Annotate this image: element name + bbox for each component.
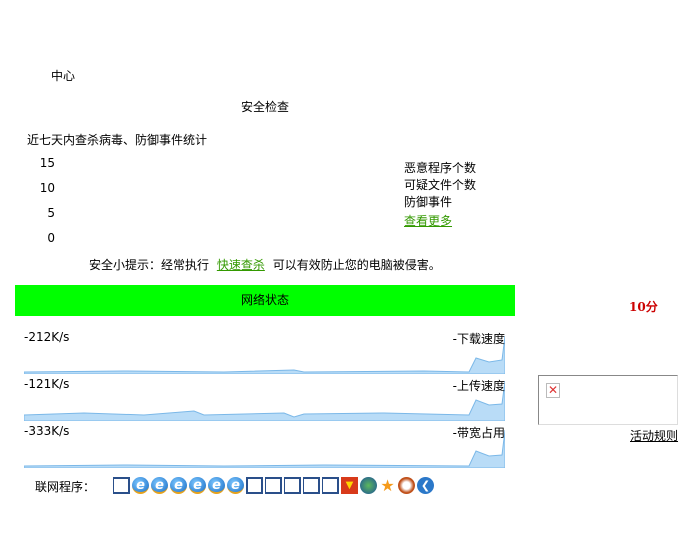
y-tick: 15 <box>39 156 55 170</box>
network-status-bar: 网络状态 <box>15 285 515 316</box>
window-icon[interactable] <box>246 477 263 494</box>
quick-scan-link[interactable]: 快速查杀 <box>216 258 265 272</box>
upload-sparkline <box>24 380 505 421</box>
section-title: 安全检查 <box>241 100 290 114</box>
broken-image[interactable]: ✕ <box>538 375 678 425</box>
back-icon[interactable]: ❮ <box>417 477 434 494</box>
ie-icon[interactable]: e <box>208 477 225 494</box>
upload-graph: -121K/s -上传速度 <box>24 377 505 421</box>
bandwidth-graph: -333K/s -带宽占用 <box>24 424 505 468</box>
view-more-link[interactable]: 查看更多 <box>404 214 453 228</box>
score: 10分 <box>629 300 658 314</box>
y-tick: 0 <box>47 231 55 245</box>
ie-icon[interactable]: e <box>151 477 168 494</box>
legend-malware: 恶意程序个数 <box>404 161 477 175</box>
bandwidth-sparkline <box>24 429 505 468</box>
y-tick: 5 <box>47 206 55 220</box>
legend-defense: 防御事件 <box>404 195 453 209</box>
app-icon[interactable] <box>398 477 415 494</box>
legend-suspicious: 可疑文件个数 <box>404 178 477 192</box>
download-sparkline <box>24 335 505 374</box>
download-value: -212K/s <box>24 330 70 344</box>
bandwidth-label: -带宽占用 <box>452 426 505 440</box>
upload-value: -121K/s <box>24 377 70 391</box>
stats-title: 近七天内查杀病毒、防御事件统计 <box>27 133 208 147</box>
globe-icon[interactable] <box>360 477 377 494</box>
y-tick: 10 <box>39 181 55 195</box>
center-label: 中心 <box>51 69 76 83</box>
activity-rules-link[interactable]: 活动规则 <box>630 429 679 443</box>
window-icon[interactable] <box>113 477 130 494</box>
download-icon[interactable]: ▼ <box>341 477 358 494</box>
ie-icon[interactable]: e <box>170 477 187 494</box>
tip-suffix: 可以有效防止您的电脑被侵害。 <box>272 258 441 272</box>
ie-icon[interactable]: e <box>227 477 244 494</box>
star-icon[interactable]: ★ <box>380 476 395 495</box>
broken-image-icon: ✕ <box>546 383 560 398</box>
download-graph: -212K/s -下载速度 <box>24 330 505 374</box>
window-icon[interactable] <box>265 477 282 494</box>
window-icon[interactable] <box>322 477 339 494</box>
window-icon[interactable] <box>303 477 320 494</box>
upload-label: -上传速度 <box>452 379 505 393</box>
program-icons: e e e e e e ▼ ★ ❮ <box>113 477 434 494</box>
window-icon[interactable] <box>284 477 301 494</box>
ie-icon[interactable]: e <box>132 477 149 494</box>
security-tip: 安全小提示：经常执行 快速查杀 可以有效防止您的电脑被侵害。 <box>89 256 441 273</box>
bandwidth-value: -333K/s <box>24 424 70 438</box>
ie-icon[interactable]: e <box>189 477 206 494</box>
programs-label: 联网程序： <box>35 480 96 494</box>
download-label: -下载速度 <box>452 332 505 346</box>
tip-prefix: 安全小提示：经常执行 <box>89 258 210 272</box>
